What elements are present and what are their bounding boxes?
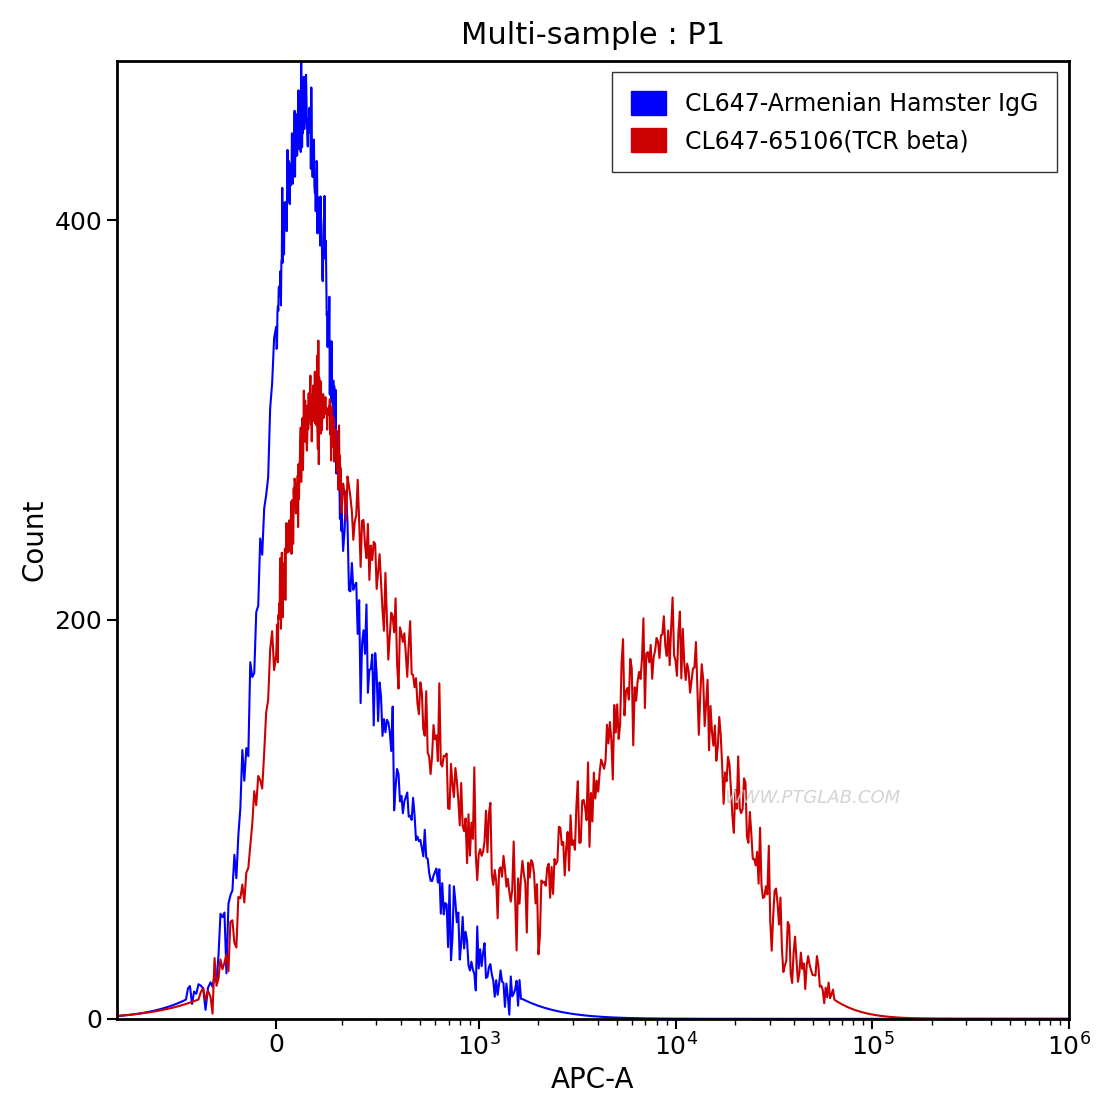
- Text: WWW.PTGLAB.COM: WWW.PTGLAB.COM: [724, 789, 900, 807]
- Title: Multi-sample : P1: Multi-sample : P1: [460, 21, 725, 50]
- Legend: CL647-Armenian Hamster IgG, CL647-65106(TCR beta): CL647-Armenian Hamster IgG, CL647-65106(…: [612, 72, 1058, 172]
- Y-axis label: Count: Count: [21, 498, 49, 581]
- X-axis label: APC-A: APC-A: [552, 1066, 635, 1094]
